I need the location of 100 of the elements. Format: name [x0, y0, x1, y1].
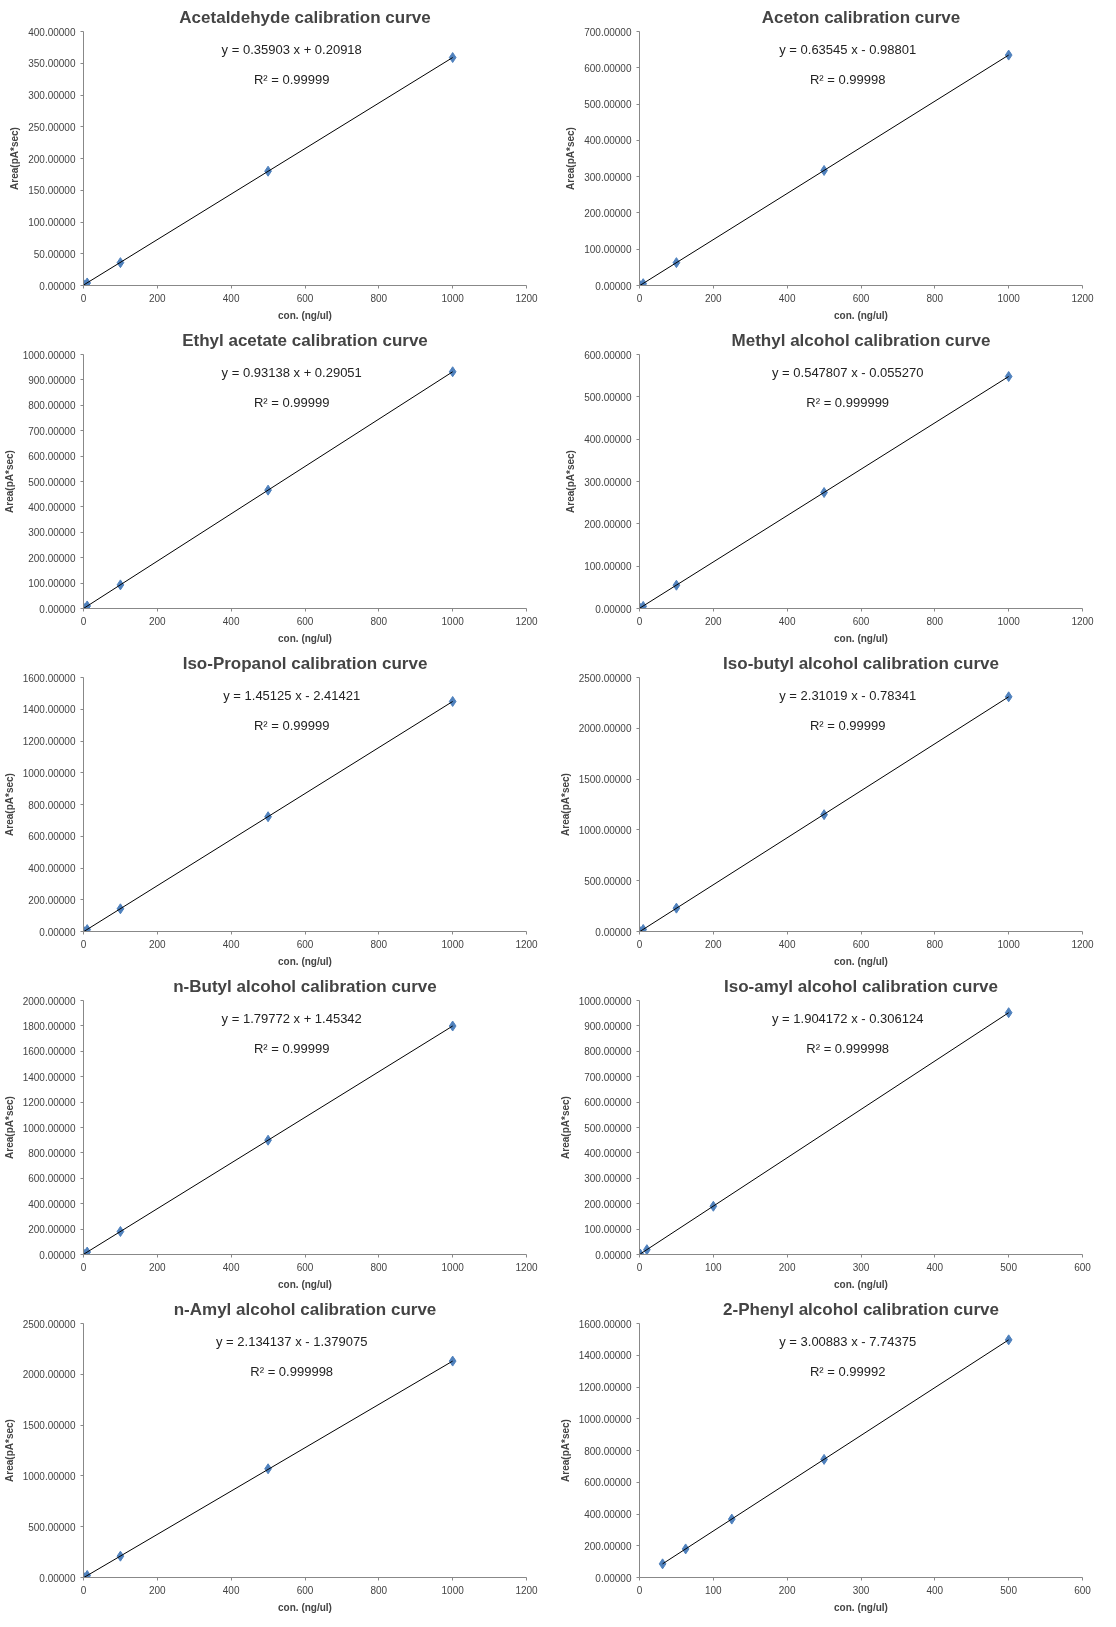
y-tick-label: 600.00000: [28, 451, 76, 463]
y-axis-title: Area(pA*sec): [9, 127, 21, 190]
annotation: R² = 0.999998: [250, 1364, 334, 1380]
chart-title: Iso-butyl alcohol calibration curve: [723, 653, 999, 673]
x-axis-title: con. (ng/ul): [834, 1278, 888, 1290]
chart-title: n-Amyl alcohol calibration curve: [173, 1299, 437, 1319]
chart-title: Ethyl acetate calibration curve: [182, 330, 428, 350]
x-tick-label: 1200: [515, 615, 539, 627]
y-tick-label: 700.00000: [584, 26, 632, 38]
x-tick-label: 200: [148, 615, 167, 627]
y-tick-label: 200.00000: [584, 1540, 632, 1552]
y-tick-label: 1800.00000: [22, 1020, 76, 1032]
x-tick-label: 800: [370, 615, 388, 627]
x-tick-label: 1200: [1071, 292, 1095, 304]
annotation: R² = 0.99999: [809, 718, 886, 734]
y-tick-label: 400.00000: [28, 863, 76, 874]
x-tick-label: 1200: [1071, 938, 1095, 950]
annotation: y = 0.63545 x - 0.98801: [779, 41, 917, 57]
y-tick-label: 1600.00000: [22, 1046, 76, 1058]
x-tick-label: 800: [370, 938, 388, 950]
y-tick-label: 400.00000: [28, 1198, 76, 1210]
y-tick-label: 600.00000: [584, 1477, 632, 1489]
x-tick-label: 800: [926, 292, 944, 304]
y-axis-title: Area(pA*sec): [3, 1096, 15, 1159]
annotation: R² = 0.999998: [806, 1041, 890, 1057]
y-tick-label: 500.00000: [584, 1122, 632, 1134]
chart-title: 2-Phenyl alcohol calibration curve: [723, 1299, 999, 1319]
annotation: y = 0.35903 x + 0.20918: [221, 41, 362, 57]
y-tick-label: 100.00000: [584, 561, 632, 573]
x-tick-label: 1000: [441, 292, 465, 304]
x-axis-title: con. (ng/ul): [834, 309, 888, 321]
x-tick-label: 800: [926, 938, 944, 950]
y-tick-label: 2000.00000: [578, 723, 632, 735]
x-tick-label: 1000: [441, 1584, 465, 1596]
x-tick-label: 500: [1000, 1584, 1018, 1596]
y-tick-label: 600.00000: [28, 1173, 76, 1185]
x-tick-label: 600: [296, 938, 314, 950]
y-tick-label: 900.00000: [584, 1020, 632, 1032]
y-tick-label: 100.00000: [584, 1224, 632, 1236]
x-tick-label: 0: [636, 292, 643, 304]
x-tick-label: 200: [148, 292, 167, 304]
x-tick-label: 0: [80, 615, 87, 627]
y-tick-label: 0.00000: [595, 603, 632, 615]
x-tick-label: 200: [704, 292, 723, 304]
chart-title: Iso-Propanol calibration curve: [182, 653, 428, 673]
y-tick-label: 1600.00000: [22, 672, 76, 684]
x-tick-label: 1200: [515, 1584, 539, 1596]
annotation: y = 0.547807 x - 0.055270: [772, 364, 924, 380]
x-tick-label: 0: [80, 1261, 87, 1273]
y-tick-label: 800.00000: [28, 400, 76, 412]
y-tick-label: 1000.00000: [22, 1122, 76, 1134]
y-tick-label: 1200.00000: [22, 736, 76, 747]
x-tick-label: 300: [852, 1584, 870, 1596]
y-tick-label: 200.00000: [584, 1198, 632, 1210]
x-tick-label: 800: [370, 1584, 388, 1596]
y-tick-label: 700.00000: [28, 425, 76, 437]
y-axis-title: Area(pA*sec): [565, 450, 577, 513]
x-axis-title: con. (ng/ul): [278, 1278, 332, 1290]
annotation: y = 2.31019 x - 0.78341: [779, 687, 917, 703]
y-tick-label: 300.00000: [28, 90, 76, 101]
y-tick-label: 0.00000: [39, 280, 76, 292]
y-tick-label: 1000.00000: [578, 1413, 632, 1425]
y-tick-label: 1200.00000: [578, 1382, 632, 1393]
y-tick-label: 0.00000: [595, 1249, 632, 1261]
y-tick-label: 500.00000: [584, 391, 632, 403]
y-tick-label: 50.00000: [33, 248, 76, 260]
y-tick-label: 200.00000: [584, 518, 632, 530]
y-axis-title: Area(pA*sec): [3, 450, 15, 513]
y-tick-label: 600.00000: [584, 62, 632, 74]
y-tick-label: 200.00000: [28, 894, 76, 906]
y-tick-label: 800.00000: [584, 1046, 632, 1058]
y-tick-label: 0.00000: [39, 1572, 76, 1584]
x-tick-label: 200: [704, 938, 723, 950]
y-tick-label: 600.00000: [584, 1097, 632, 1109]
x-axis-title: con. (ng/ul): [278, 632, 332, 644]
annotation: y = 1.45125 x - 2.41421: [223, 687, 361, 703]
x-tick-label: 1000: [997, 615, 1021, 627]
y-axis-title: Area(pA*sec): [565, 127, 577, 190]
x-tick-label: 400: [778, 938, 796, 950]
annotation: R² = 0.99992: [809, 1364, 886, 1380]
y-tick-label: 1000.00000: [578, 995, 632, 1007]
y-tick-label: 1000.00000: [22, 767, 76, 779]
y-tick-label: 200.00000: [28, 153, 76, 165]
x-tick-label: 600: [296, 1584, 314, 1596]
x-tick-label: 1000: [441, 615, 465, 627]
y-tick-label: 1600.00000: [578, 1318, 632, 1330]
y-tick-label: 400.00000: [584, 1509, 632, 1520]
y-tick-label: 150.00000: [28, 185, 76, 197]
x-axis-title: con. (ng/ul): [834, 1601, 888, 1613]
y-tick-label: 500.00000: [584, 875, 632, 887]
y-tick-label: 500.00000: [584, 99, 632, 111]
x-tick-label: 100: [704, 1584, 723, 1596]
x-tick-label: 0: [636, 1584, 643, 1596]
x-tick-label: 200: [704, 615, 723, 627]
y-tick-label: 200.00000: [28, 1224, 76, 1236]
x-tick-label: 500: [1000, 1261, 1018, 1273]
x-tick-label: 400: [778, 615, 796, 627]
x-tick-label: 0: [636, 615, 643, 627]
y-tick-label: 1400.00000: [578, 1350, 632, 1362]
x-tick-label: 400: [926, 1261, 944, 1273]
